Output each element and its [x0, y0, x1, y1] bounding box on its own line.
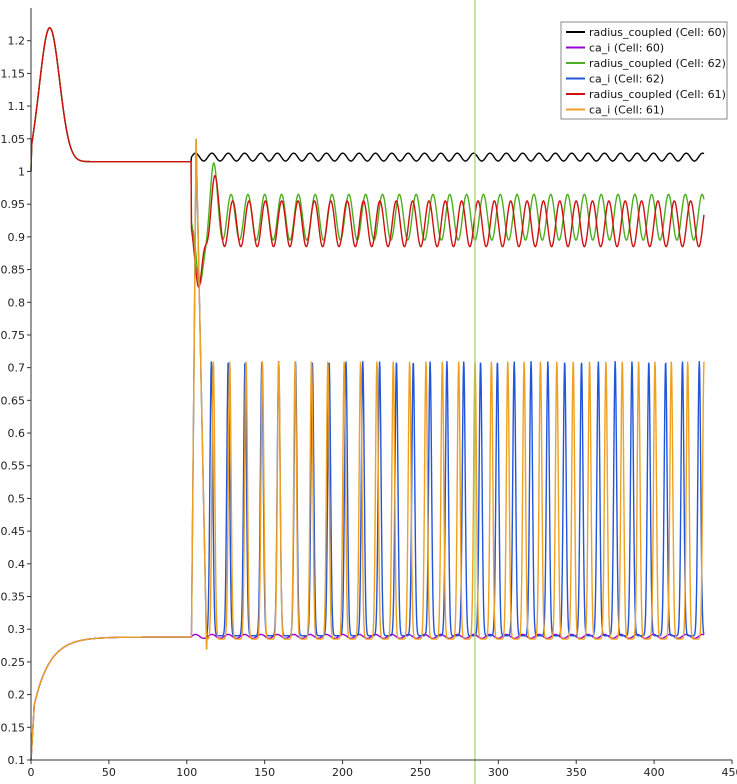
y-tick-label: 0.7	[8, 362, 26, 375]
y-tick-label: 0.85	[1, 264, 26, 277]
y-tick-label: 0.5	[8, 492, 26, 505]
y-tick-label: 1.05	[1, 133, 26, 146]
x-tick-label: 450	[722, 766, 737, 779]
series-line-5	[30, 27, 705, 289]
legend-label-3: radius_coupled (Cell: 62)	[589, 57, 726, 70]
y-tick-label: 1.1	[8, 100, 26, 113]
plot-area	[31, 8, 732, 760]
y-tick-label: 1	[18, 165, 25, 178]
y-tick-label: 0.55	[1, 460, 26, 473]
legend-label-1: radius_coupled (Cell: 60)	[589, 26, 726, 39]
legend-label-6: ca_i (Cell: 61)	[589, 104, 664, 117]
x-tick-label: 200	[332, 766, 353, 779]
y-tick-label: 0.35	[1, 591, 26, 604]
legend-label-5: radius_coupled (Cell: 61)	[589, 88, 726, 101]
legend-box	[560, 21, 728, 120]
y-tick-label: 1.2	[8, 35, 26, 48]
legend: radius_coupled (Cell: 60) ca_i (Cell: 60)…	[560, 21, 728, 120]
x-tick-label: 250	[410, 766, 431, 779]
y-tick-label: 0.65	[1, 394, 26, 407]
y-tick-label: 0.45	[1, 525, 26, 538]
y-tick-label: 0.75	[1, 329, 26, 342]
axes-layer: 0.1 0.15 0.2 0.25 0.3 0.35 0.4 0.45 0.5 0.55 0.6 0.…	[1, 8, 737, 779]
series-line-6	[30, 138, 705, 761]
legend-label-2: ca_i (Cell: 60)	[589, 42, 664, 55]
y-tick-label: 0.8	[8, 296, 26, 309]
y-tick-label: 0.15	[1, 721, 26, 734]
y-tick-label: 0.2	[8, 689, 26, 702]
x-tick-label: 300	[488, 766, 509, 779]
series-layer	[30, 27, 705, 761]
x-tick-label: 350	[566, 766, 587, 779]
x-tick-label: 400	[644, 766, 665, 779]
y-tick-label: 0.95	[1, 198, 26, 211]
y-tick-label: 0.9	[8, 231, 26, 244]
x-tick-label: 150	[254, 766, 275, 779]
legend-label-4: ca_i (Cell: 62)	[589, 73, 664, 86]
x-tick-label: 100	[176, 766, 197, 779]
y-tick-label: 1.15	[1, 67, 26, 80]
y-tick-label: 0.25	[1, 656, 26, 669]
y-tick-label: 0.1	[8, 754, 26, 767]
y-tick-label: 0.4	[8, 558, 26, 571]
y-tick-label: 0.3	[8, 623, 26, 636]
x-tick-label: 50	[102, 766, 116, 779]
x-tick-label: 0	[28, 766, 35, 779]
y-tick-label: 0.6	[8, 427, 26, 440]
